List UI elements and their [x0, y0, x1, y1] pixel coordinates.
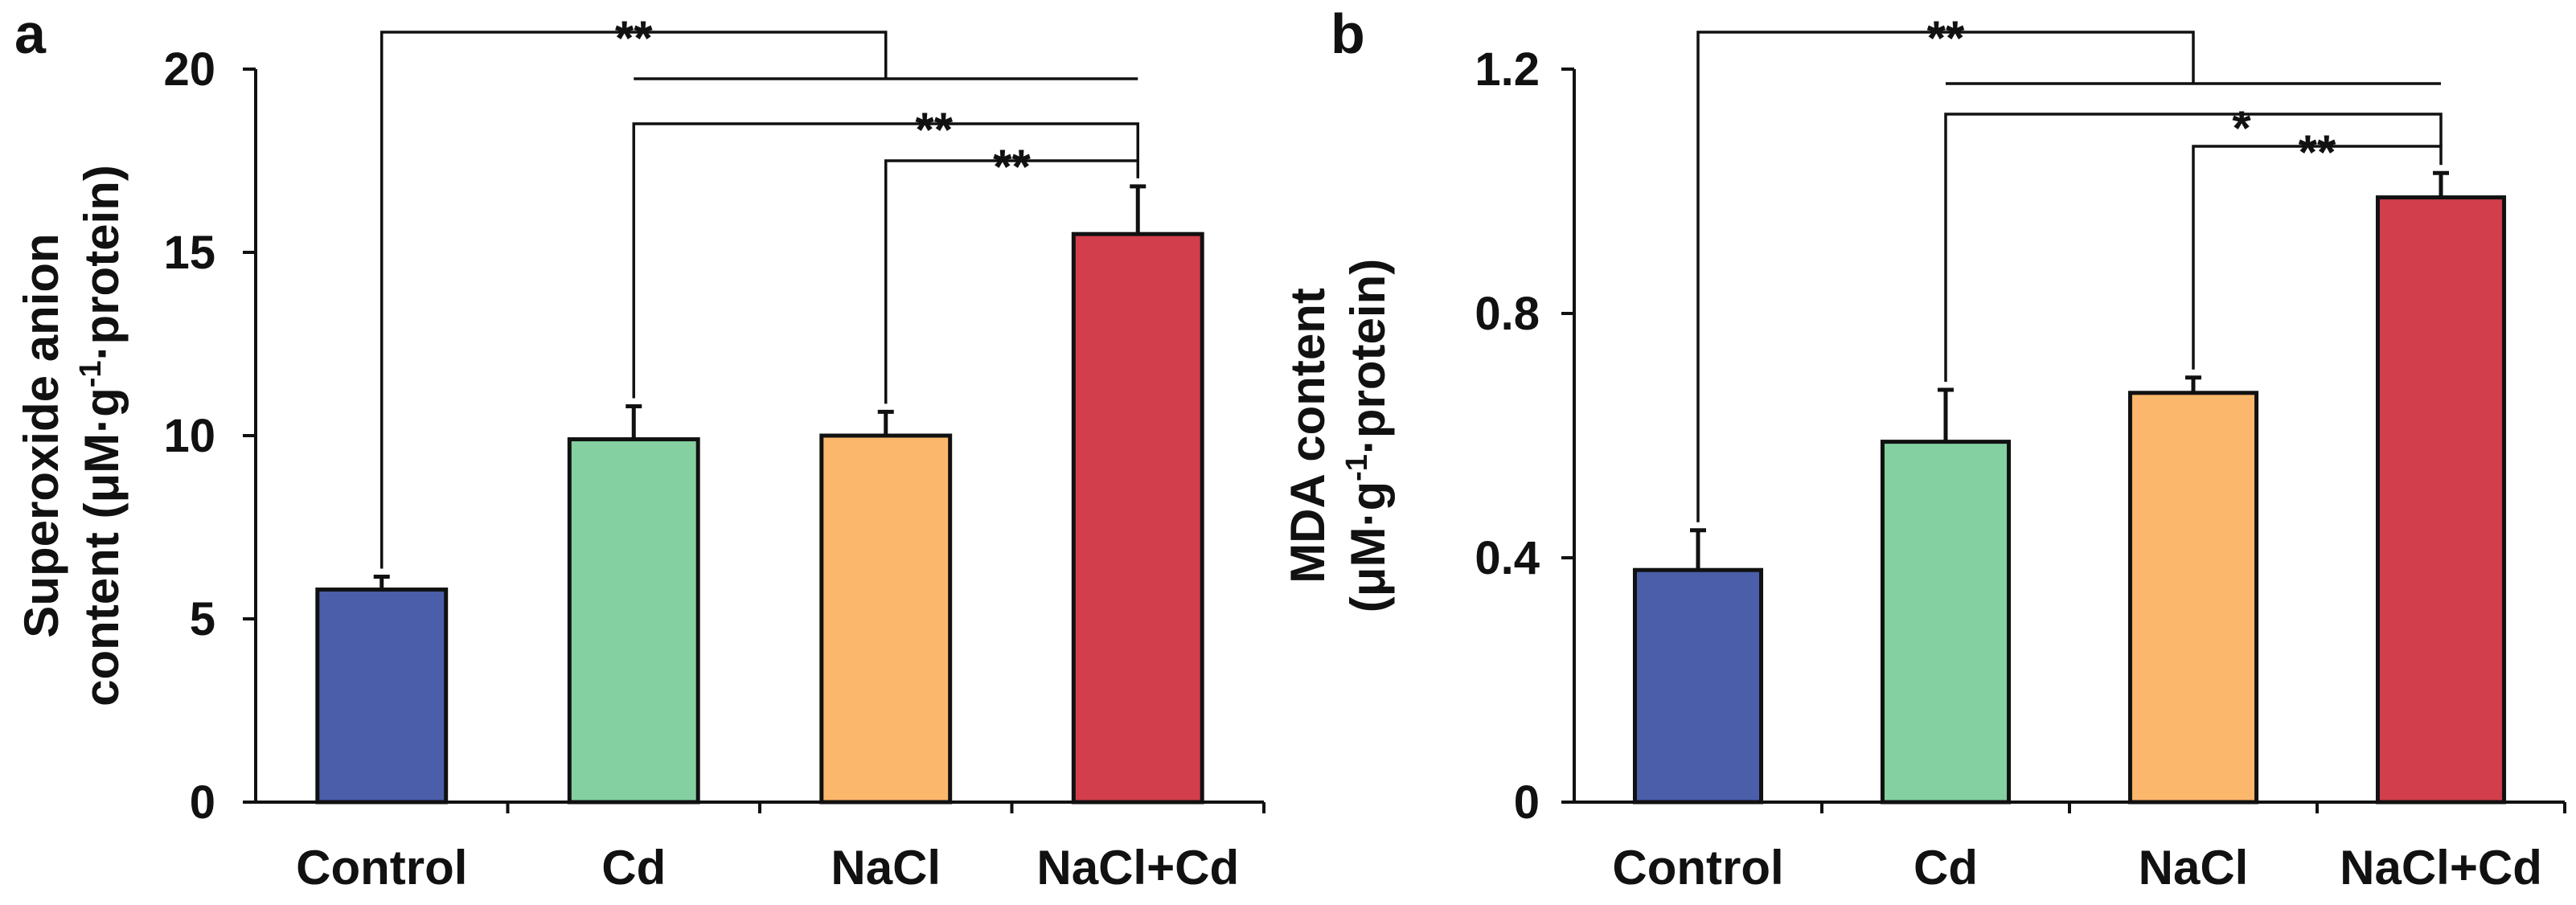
y-axis-label-line1: Superoxide anion	[14, 233, 68, 637]
x-category-label: Control	[1612, 841, 1783, 895]
y-tick-label: 15	[163, 227, 215, 279]
y-tick-label: 0.4	[1475, 532, 1540, 584]
panel-a: a Superoxide anion content (μM·g-1·protein…	[14, 2, 1265, 895]
bracket-cd-vs-naclcd	[1944, 113, 2443, 382]
y-axis-label-line2: (μM·g-1·protein)	[1340, 259, 1395, 612]
bracket-nacl-vs-naclcd	[2192, 145, 2443, 370]
bracket-control-vs-group	[1696, 31, 2195, 522]
significance-label: **	[2299, 125, 2336, 179]
y-axis-label-line2: content (μM·g-1·protein)	[74, 165, 129, 706]
bar-cd	[1880, 440, 2012, 805]
significance-label: **	[993, 140, 1031, 194]
x-category-label: NaCl	[2139, 841, 2249, 895]
y-tick-label: 0	[1514, 776, 1540, 829]
x-category-label: NaCl+Cd	[2340, 841, 2542, 895]
y-tick-label: 1.2	[1475, 43, 1540, 96]
y-tick-label: 20	[163, 43, 215, 96]
x-category-label: NaCl	[831, 841, 941, 895]
bar-nacl-cd	[1071, 231, 1204, 805]
bar-cd	[567, 437, 700, 805]
bar-nacl	[819, 433, 953, 805]
x-category-label: Cd	[601, 841, 666, 895]
bracket-cd-vs-naclcd	[632, 122, 1139, 399]
bar-control	[1632, 567, 1764, 805]
y-tick-label: 5	[190, 593, 215, 645]
significance-label: **	[1927, 11, 1965, 65]
y-axis-label: Superoxide anion content (μM·g-1·protein)	[14, 165, 129, 706]
panel-b: b MDA content (μM·g-1·protein) 0 0.4 0.8 1.2 Co…	[1281, 2, 2566, 895]
y-tick-label: 0	[190, 776, 215, 829]
y-axis-label: MDA content (μM·g-1·protein)	[1281, 259, 1395, 612]
y-axis-label-line1: MDA content	[1281, 288, 1335, 584]
bar-nacl-cd	[2375, 195, 2507, 805]
significance-label: **	[915, 103, 953, 157]
panel-label: b	[1331, 2, 1365, 65]
bracket-control-vs-group	[380, 31, 888, 569]
x-category-label: NaCl+Cd	[1036, 841, 1239, 895]
significance-brackets: *** **	[1696, 11, 2443, 522]
significance-brackets: ** ** **	[380, 11, 1139, 569]
y-tick-label: 10	[163, 410, 215, 462]
panel-label: a	[14, 2, 47, 65]
significance-label: **	[615, 11, 653, 65]
bar-nacl	[2127, 391, 2259, 805]
bracket-nacl-vs-naclcd	[884, 159, 1139, 404]
x-category-label: Control	[296, 841, 467, 895]
bar-control	[315, 588, 449, 805]
y-tick-label: 0.8	[1475, 288, 1540, 340]
x-category-label: Cd	[1914, 841, 1978, 895]
